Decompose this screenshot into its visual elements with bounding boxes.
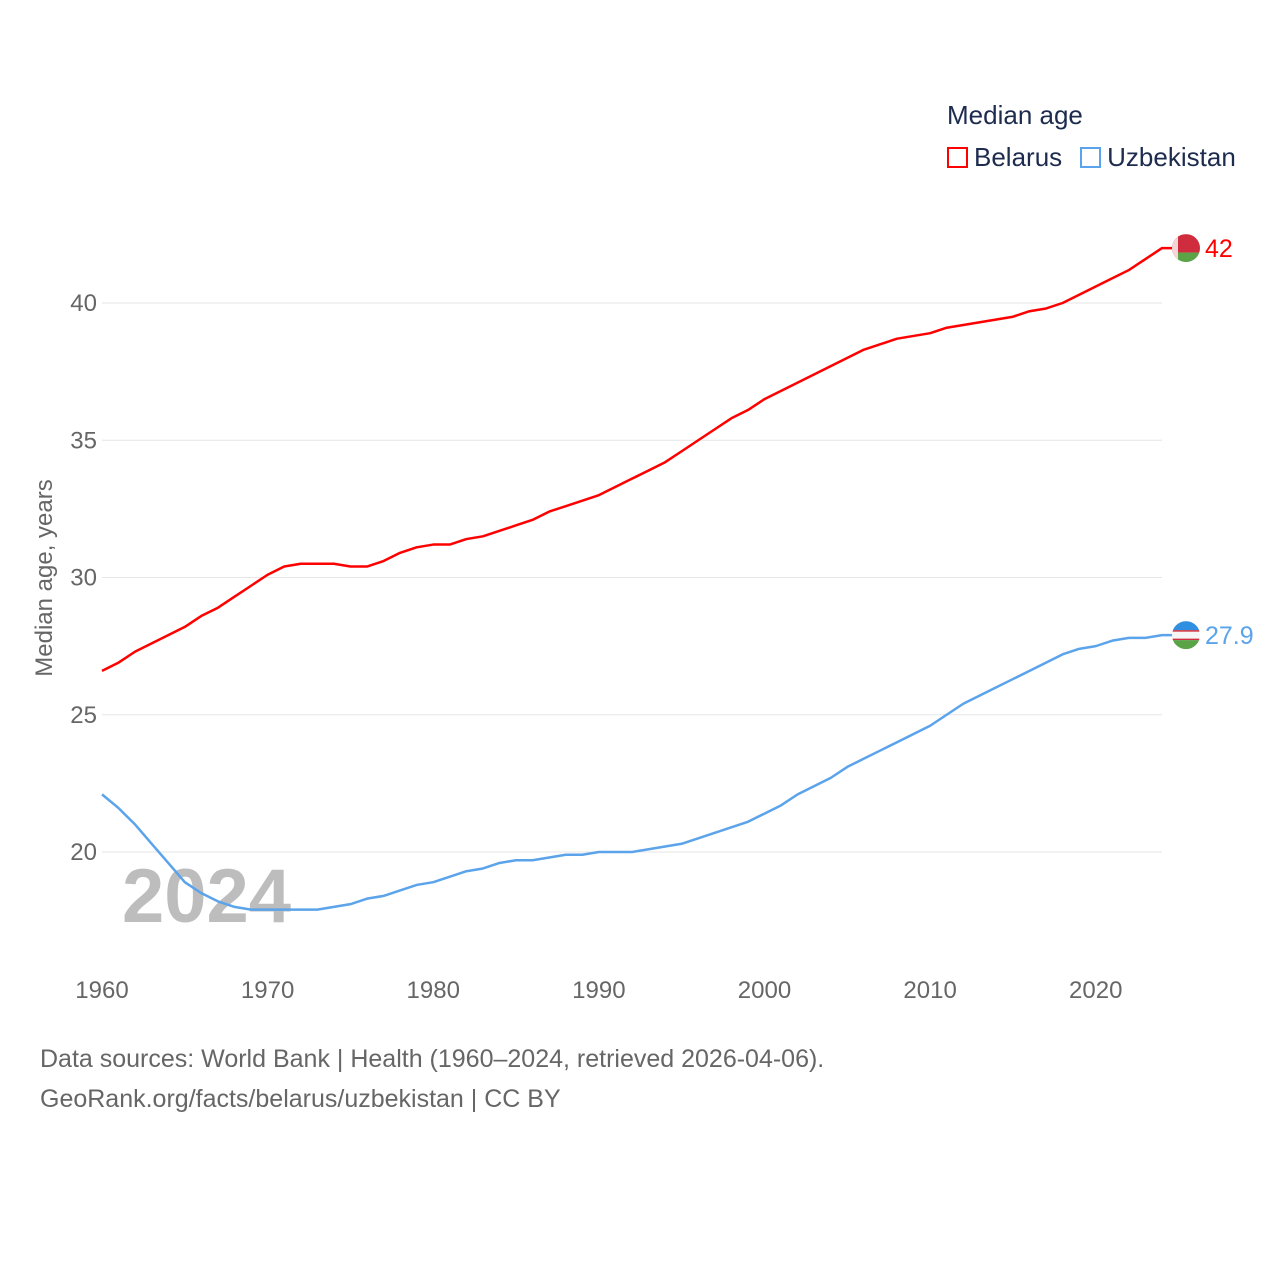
uzbekistan-flag-icon (1172, 621, 1200, 650)
legend-label: Uzbekistan (1107, 142, 1236, 172)
footer-sources: Data sources: World Bank | Health (1960–… (40, 1045, 825, 1073)
x-tick-label: 1970 (241, 977, 294, 1004)
x-tick-label: 2000 (738, 977, 791, 1004)
end-value-label: 27.9 (1205, 622, 1254, 650)
legend-swatch (947, 147, 968, 168)
x-tick-label: 1990 (572, 977, 625, 1004)
series-line-uzbekistan (101, 633, 1172, 911)
legend: Belarus Uzbekistan (947, 142, 1236, 173)
legend-swatch (1080, 147, 1102, 168)
series-line-belarus (101, 246, 1172, 672)
x-tick-label: 2020 (1069, 977, 1122, 1004)
end-value-label: 42 (1205, 235, 1233, 263)
y-tick-label: 35 (70, 427, 97, 454)
legend-label: Belarus (974, 142, 1063, 172)
legend-item-belarus[interactable]: Belarus (947, 142, 1062, 173)
x-tick-label: 1960 (75, 977, 128, 1004)
y-tick-label: 40 (70, 290, 97, 317)
legend-item-uzbekistan[interactable]: Uzbekistan (1080, 142, 1236, 173)
y-tick-label: 30 (70, 565, 97, 592)
footer-attribution: GeoRank.org/facts/belarus/uzbekistan | C… (40, 1085, 561, 1113)
belarus-flag-icon (1172, 234, 1200, 263)
legend-title: Median age (947, 100, 1083, 130)
x-tick-label: 1980 (407, 977, 460, 1004)
x-tick-label: 2010 (903, 977, 956, 1004)
y-tick-label: 20 (70, 839, 97, 866)
y-tick-label: 25 (70, 702, 97, 729)
y-axis-label: Median age, years (31, 479, 58, 676)
